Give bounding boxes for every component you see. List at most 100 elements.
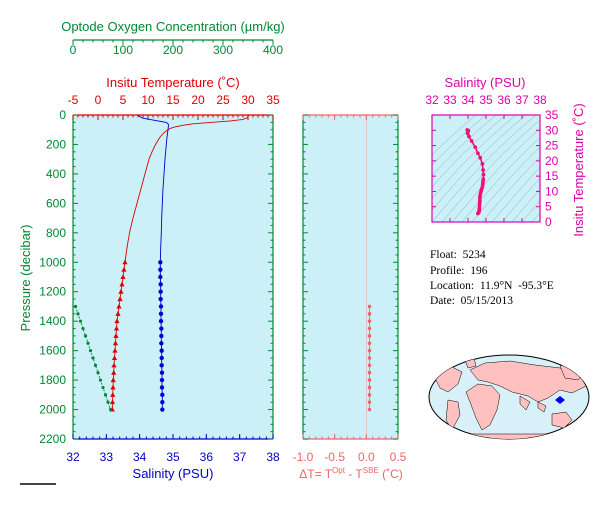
density-contour — [461, 137, 540, 222]
ts-temperature-tick-label: 30 — [545, 123, 559, 137]
salinity-data-point — [159, 377, 165, 383]
profile-plot-area — [73, 115, 273, 439]
oxygen-axis-title: Optode Oxygen Concentration (µm/kg) — [61, 19, 285, 34]
ts-data-point — [480, 162, 485, 166]
oxygen-tick-label: 400 — [263, 43, 283, 57]
temperature-data-point — [115, 311, 121, 316]
temperature-data-point — [111, 355, 118, 360]
salinity-data-point — [158, 296, 163, 302]
salinity-data-point — [158, 311, 164, 317]
temperature-data-point — [112, 340, 119, 346]
delta-t-data-point — [367, 319, 372, 323]
density-contour — [471, 146, 540, 222]
ts-temperature-tick-label: 15 — [545, 169, 559, 183]
salinity-data-point — [158, 274, 163, 280]
temperature-data-point — [111, 362, 117, 368]
ts-salinity-tick-label: 37 — [515, 93, 529, 107]
ts-data-point — [469, 139, 474, 143]
delta-t-data-point — [367, 312, 372, 316]
ts-data-point — [473, 145, 478, 150]
delta-t-data-point — [367, 363, 372, 368]
oxygen-data-point — [98, 378, 103, 382]
salinity-data-point — [158, 289, 163, 294]
pressure-tick-label: 600 — [46, 196, 66, 210]
landmass — [465, 383, 501, 431]
ts-plot-area — [432, 115, 540, 222]
delta-t-data-point — [367, 393, 372, 397]
density-contour — [531, 212, 540, 222]
delta-t-data-point — [367, 341, 372, 346]
delta-t-tick-label: -1.0 — [293, 450, 314, 464]
ts-temperature-tick-label: 20 — [545, 154, 559, 168]
pressure-tick-label: 1200 — [39, 285, 66, 299]
pressure-tick-label: 800 — [46, 226, 66, 240]
temperature-data-point — [118, 288, 124, 294]
salinity-data-point — [159, 355, 164, 361]
pressure-tick-label: 2200 — [39, 432, 66, 446]
density-contour — [432, 115, 537, 222]
temperature-tick-label: 10 — [141, 93, 155, 107]
temperature-data-point — [121, 266, 127, 272]
salinity-tick-label: 32 — [66, 450, 80, 464]
salinity-data-point — [158, 260, 163, 265]
oxygen-data-point — [101, 385, 105, 390]
ts-salinity-tick-label: 33 — [443, 93, 457, 107]
density-contour — [432, 115, 477, 156]
ts-temperature-tick-label: 25 — [545, 139, 559, 153]
ts-data-point — [478, 155, 483, 160]
pressure-tick-label: 200 — [46, 137, 66, 151]
salinity-tick-label: 34 — [133, 450, 147, 464]
ts-temperature-axis-title: Insitu Temperature (˚C) — [571, 103, 586, 236]
date-label: Date: 05/15/2013 — [430, 295, 514, 307]
ts-data-point — [481, 168, 486, 172]
density-contour — [481, 156, 540, 222]
temperature-data-point — [113, 325, 120, 331]
ts-data-point — [467, 134, 471, 139]
temperature-data-point — [110, 377, 116, 383]
temperature-axis-title: Insitu Temperature (˚C) — [106, 75, 239, 90]
oxygen-data-point — [73, 304, 78, 309]
density-contour — [432, 115, 487, 166]
pressure-tick-label: 2000 — [39, 403, 66, 417]
salinity-data-point — [159, 363, 164, 368]
density-contour — [511, 188, 540, 222]
oxygen-data-point — [88, 349, 93, 353]
ts-temperature-tick-label: 5 — [545, 200, 552, 214]
temperature-data-point — [113, 333, 119, 338]
salinity-data-point — [160, 407, 165, 412]
temperature-data-point — [117, 296, 123, 302]
delta-t-data-point — [367, 348, 372, 353]
salinity-data-point — [159, 341, 164, 346]
salinity-tick-label: 35 — [166, 450, 180, 464]
temperature-data-point — [111, 369, 117, 375]
ts-salinity-tick-label: 32 — [425, 93, 439, 107]
temperature-data-point — [112, 347, 118, 353]
ts-temperature-tick-label: 10 — [545, 184, 559, 198]
delta-t-data-point — [367, 334, 372, 338]
ts-salinity-axis-title: Salinity (PSU) — [445, 75, 526, 90]
temperature-tick-label: -5 — [68, 93, 79, 107]
ts-data-point — [477, 203, 482, 208]
oxygen-data-point — [106, 400, 110, 404]
pressure-tick-label: 1000 — [39, 255, 66, 269]
ts-data-point — [476, 151, 480, 156]
landmass — [551, 411, 573, 429]
delta-t-data-point — [367, 370, 372, 375]
oxygen-data-point — [91, 356, 95, 360]
temperature-data-point — [110, 384, 116, 390]
temperature-data-point — [119, 281, 125, 287]
salinity-data-point — [159, 348, 164, 353]
temperature-data-point — [116, 303, 122, 309]
temperature-tick-label: 0 — [95, 93, 102, 107]
temperature-data-point — [120, 274, 126, 279]
ts-salinity-tick-label: 36 — [497, 93, 511, 107]
delta-t-tick-label: 0.5 — [390, 450, 407, 464]
ts-temperature-tick-label: 35 — [545, 108, 559, 122]
temperature-tick-label: 35 — [266, 93, 280, 107]
delta-t-data-point — [367, 304, 372, 309]
density-contour — [432, 115, 497, 177]
oxygen-data-point — [108, 407, 113, 412]
density-contour — [521, 200, 540, 222]
ts-data-point — [481, 172, 486, 177]
salinity-axis-title: Salinity (PSU) — [133, 466, 214, 481]
